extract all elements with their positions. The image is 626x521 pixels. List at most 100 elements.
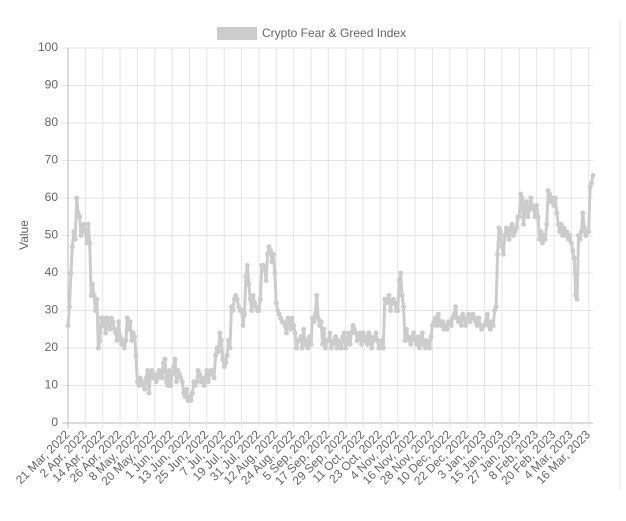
- data-point: [473, 319, 479, 325]
- data-point: [416, 345, 422, 351]
- data-point: [557, 229, 563, 235]
- data-point: [448, 323, 454, 328]
- data-point: [119, 341, 125, 347]
- y-tick-label: 30: [45, 303, 59, 317]
- data-point: [463, 323, 469, 328]
- data-point: [202, 375, 208, 381]
- data-point: [401, 304, 407, 310]
- data-point: [137, 375, 143, 381]
- data-point: [450, 315, 456, 321]
- data-point: [184, 386, 190, 392]
- data-point: [405, 334, 411, 340]
- data-point: [558, 221, 564, 227]
- data-point: [266, 244, 272, 250]
- data-point: [220, 356, 226, 362]
- data-point: [590, 173, 596, 178]
- data-point: [331, 338, 337, 343]
- data-point: [547, 191, 553, 197]
- data-point: [198, 379, 204, 385]
- data-point: [338, 345, 344, 351]
- data-point: [359, 341, 365, 347]
- data-point: [534, 203, 540, 208]
- data-point: [124, 315, 130, 321]
- data-point: [356, 334, 362, 340]
- data-point: [409, 334, 415, 340]
- data-point: [252, 300, 258, 306]
- data-point: [486, 323, 492, 328]
- data-point: [103, 330, 109, 336]
- data-point: [548, 199, 554, 205]
- data-point: [133, 353, 139, 358]
- data-point: [291, 323, 297, 328]
- data-point: [431, 319, 437, 325]
- data-point: [91, 293, 97, 298]
- data-point: [214, 345, 220, 351]
- data-point: [335, 338, 341, 343]
- data-point: [489, 319, 495, 325]
- data-point: [236, 304, 242, 310]
- data-point: [197, 371, 203, 377]
- data-point: [458, 323, 464, 328]
- data-point: [388, 308, 394, 313]
- data-point: [513, 225, 519, 231]
- data-point: [267, 248, 273, 253]
- data-point: [531, 206, 537, 212]
- data-point: [364, 341, 370, 347]
- data-point: [230, 308, 236, 313]
- data-point: [182, 394, 188, 400]
- data-point: [169, 371, 175, 377]
- data-point: [260, 263, 266, 268]
- data-point: [563, 233, 569, 238]
- data-point: [280, 319, 286, 325]
- data-point: [304, 338, 310, 343]
- data-point: [542, 236, 548, 242]
- data-point: [162, 356, 168, 362]
- data-point: [105, 323, 111, 328]
- data-point: [130, 330, 136, 336]
- y-tick-label: 50: [45, 228, 59, 242]
- data-point: [350, 323, 356, 328]
- data-point: [528, 195, 534, 201]
- data-point: [110, 319, 116, 325]
- data-point: [188, 398, 194, 403]
- data-point: [512, 229, 518, 235]
- data-point: [285, 315, 291, 321]
- data-point: [181, 390, 187, 396]
- data-point: [369, 345, 375, 351]
- data-point: [360, 330, 366, 336]
- data-point: [544, 221, 550, 227]
- data-point: [296, 338, 302, 343]
- data-point: [145, 368, 151, 373]
- data-point: [539, 240, 545, 246]
- data-point: [587, 184, 593, 190]
- data-point: [479, 326, 485, 332]
- data-point: [424, 338, 430, 343]
- data-point: [552, 195, 558, 201]
- data-point: [419, 330, 425, 336]
- data-point: [168, 383, 174, 388]
- data-point: [390, 296, 396, 302]
- data-point: [402, 338, 408, 343]
- data-point: [464, 315, 470, 321]
- data-point: [299, 345, 305, 351]
- data-point: [502, 233, 508, 238]
- data-point: [380, 345, 386, 351]
- data-point: [415, 334, 421, 340]
- data-point: [195, 368, 201, 373]
- data-point: [529, 203, 535, 208]
- data-point: [581, 225, 587, 231]
- data-point: [204, 368, 210, 373]
- data-point: [243, 274, 249, 280]
- data-point: [247, 296, 253, 302]
- data-point: [208, 368, 214, 373]
- data-point: [425, 341, 431, 347]
- data-point: [224, 353, 230, 358]
- data-point: [217, 330, 223, 336]
- data-point: [250, 293, 256, 298]
- data-point: [226, 338, 232, 343]
- series-line: [66, 175, 595, 402]
- data-point: [367, 334, 373, 340]
- data-point: [288, 326, 294, 332]
- data-point: [107, 326, 113, 332]
